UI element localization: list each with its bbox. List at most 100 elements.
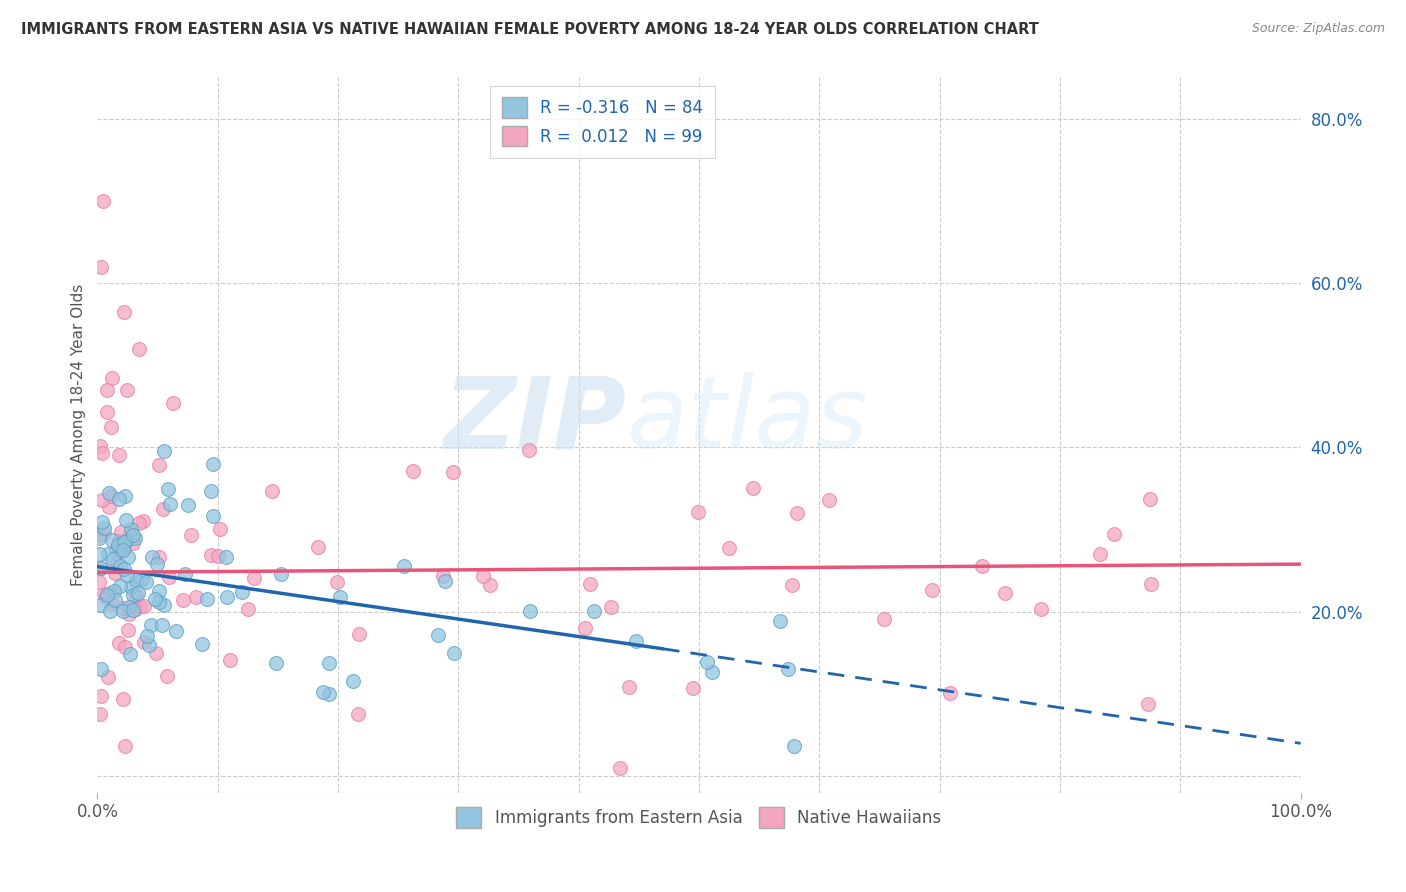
Point: [307, 540, 329, 554]
Point: [583, 604, 606, 618]
Point: [132, 514, 155, 528]
Point: [108, 636, 131, 650]
Point: [162, 396, 184, 410]
Point: [98, 500, 121, 514]
Y-axis label: Female Poverty Among 18-24 Year Olds: Female Poverty Among 18-24 Year Olds: [72, 284, 86, 586]
Point: [717, 541, 740, 555]
Point: [159, 497, 181, 511]
Point: [90, 690, 112, 704]
Point: [124, 599, 146, 614]
Point: [139, 618, 162, 632]
Point: [148, 584, 170, 599]
Point: [682, 681, 704, 695]
Point: [122, 528, 145, 542]
Point: [156, 668, 179, 682]
Point: [783, 739, 806, 754]
Point: [780, 578, 803, 592]
Point: [117, 600, 139, 615]
Point: [696, 655, 718, 669]
Point: [579, 577, 602, 591]
Point: [157, 570, 180, 584]
Point: [200, 548, 222, 562]
Point: [120, 527, 142, 541]
Point: [574, 621, 596, 635]
Point: [132, 635, 155, 649]
Point: [266, 656, 288, 670]
Point: [114, 489, 136, 503]
Point: [131, 572, 153, 586]
Point: [519, 604, 541, 618]
Point: [1139, 491, 1161, 506]
Point: [87, 531, 110, 545]
Point: [219, 653, 242, 667]
Point: [112, 543, 135, 558]
Point: [90, 599, 112, 613]
Point: [617, 680, 640, 694]
Point: [112, 535, 135, 549]
Point: [156, 482, 179, 496]
Point: [153, 599, 176, 613]
Point: [98, 604, 121, 618]
Point: [107, 538, 129, 552]
Point: [148, 458, 170, 473]
Point: [135, 575, 157, 590]
Point: [141, 549, 163, 564]
Point: [231, 584, 253, 599]
Point: [202, 508, 225, 523]
Point: [818, 492, 841, 507]
Point: [143, 591, 166, 606]
Point: [127, 586, 149, 600]
Point: [104, 542, 127, 557]
Point: [91, 446, 114, 460]
Point: [152, 502, 174, 516]
Point: [441, 465, 464, 479]
Point: [114, 739, 136, 753]
Point: [125, 588, 148, 602]
Point: [152, 618, 174, 632]
Point: [392, 559, 415, 574]
Point: [120, 580, 142, 594]
Point: [90, 561, 112, 575]
Point: [93, 587, 115, 601]
Point: [165, 624, 187, 638]
Point: [479, 578, 502, 592]
Point: [107, 448, 129, 462]
Point: [624, 634, 647, 648]
Point: [342, 673, 364, 688]
Point: [117, 549, 139, 564]
Point: [769, 614, 792, 628]
Point: [89, 528, 111, 542]
Point: [1140, 577, 1163, 591]
Point: [125, 601, 148, 615]
Point: [96, 405, 118, 419]
Point: [471, 568, 494, 582]
Point: [700, 665, 723, 679]
Point: [200, 484, 222, 499]
Point: [111, 604, 134, 618]
Point: [101, 533, 124, 547]
Point: [176, 498, 198, 512]
Point: [89, 575, 111, 590]
Point: [90, 662, 112, 676]
Point: [122, 588, 145, 602]
Legend: Immigrants from Eastern Asia, Native Hawaiians: Immigrants from Eastern Asia, Native Haw…: [450, 801, 948, 834]
Point: [600, 600, 623, 615]
Point: [402, 464, 425, 478]
Text: Source: ZipAtlas.com: Source: ZipAtlas.com: [1251, 22, 1385, 36]
Point: [97, 486, 120, 500]
Point: [124, 531, 146, 545]
Point: [148, 595, 170, 609]
Point: [94, 590, 117, 604]
Point: [318, 687, 340, 701]
Point: [195, 592, 218, 607]
Point: [970, 559, 993, 574]
Point: [921, 582, 943, 597]
Point: [112, 304, 135, 318]
Point: [1088, 547, 1111, 561]
Point: [347, 627, 370, 641]
Point: [104, 592, 127, 607]
Point: [180, 527, 202, 541]
Point: [326, 574, 349, 589]
Point: [108, 542, 131, 557]
Point: [329, 590, 352, 604]
